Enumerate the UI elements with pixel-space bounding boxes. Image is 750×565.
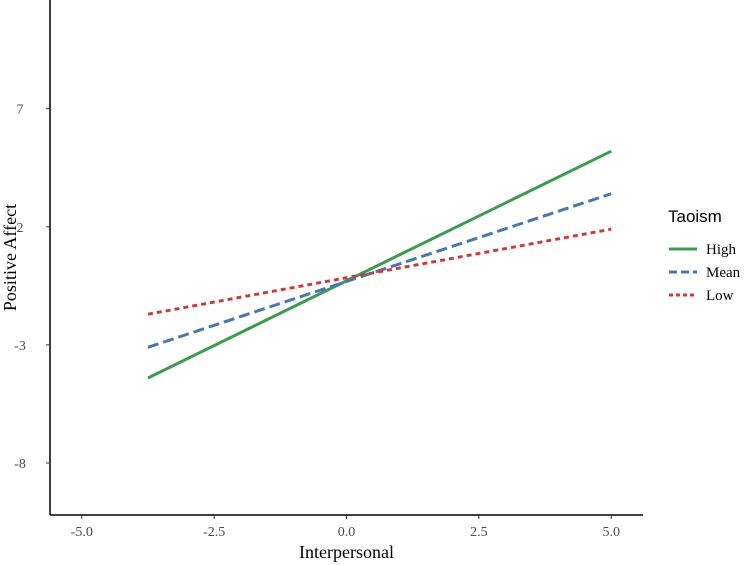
- legend-item-low: Low: [669, 288, 734, 304]
- y-ticks: -8 -3 2 7: [14, 103, 50, 472]
- x-tick-label: -5.0: [71, 525, 93, 540]
- legend-item-high: High: [669, 242, 737, 258]
- legend-items: High Mean Low: [669, 242, 741, 304]
- y-tick-label: -3: [14, 339, 26, 354]
- legend-label: Mean: [706, 265, 741, 281]
- series-line-high: [147, 149, 612, 380]
- series-lines: [147, 149, 612, 380]
- legend-item-mean: Mean: [669, 265, 741, 281]
- x-ticks: -5.0 -2.5 0.0 2.5 5.0: [71, 515, 620, 540]
- y-tick-label: -8: [14, 457, 26, 472]
- legend-label: High: [706, 242, 737, 258]
- x-tick-label: 5.0: [602, 525, 620, 540]
- y-tick-label: 2: [17, 221, 24, 236]
- legend-label: Low: [706, 288, 734, 304]
- plot-area: -5.0 -2.5 0.0 2.5 5.0 -8 -3 2 7: [14, 0, 643, 540]
- x-axis-title: Interpersonal: [299, 542, 394, 562]
- y-tick-label: 7: [17, 103, 24, 118]
- legend-title: Taoism: [668, 207, 722, 226]
- x-tick-label: -2.5: [203, 525, 225, 540]
- series-line-low: [147, 227, 612, 316]
- x-tick-label: 2.5: [470, 525, 488, 540]
- y-axis-title: Positive Affect: [0, 204, 20, 311]
- x-tick-label: 0.0: [338, 525, 356, 540]
- legend: Taoism High Mean Low: [668, 207, 741, 304]
